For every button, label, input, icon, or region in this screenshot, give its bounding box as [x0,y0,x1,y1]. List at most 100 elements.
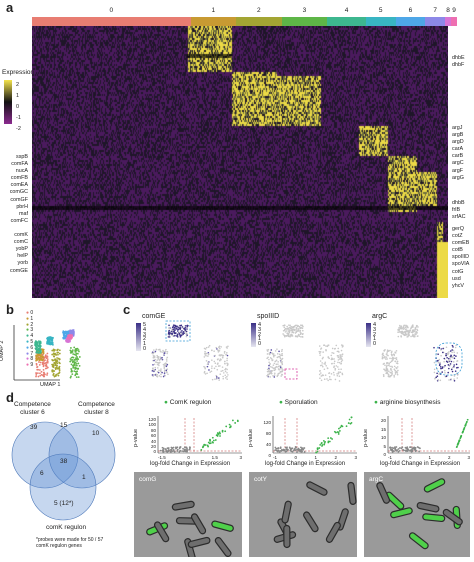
umap-point [38,364,41,366]
umap-point [46,352,49,355]
feature-point [162,349,164,352]
left-gene-list: sspB comFA nucA comFB comEA comGC comGF … [9,154,28,274]
feature-point [386,369,388,372]
feature-point [325,364,328,367]
tick: 80 [150,427,156,433]
volcano-point [418,450,420,453]
cluster-label: 2 [257,7,261,14]
tick: 2 [334,455,337,460]
feature-point [226,368,228,371]
feature-point [394,352,397,354]
feature-point [391,370,393,373]
volcano-point [347,422,350,424]
feature-point [186,324,189,327]
feature-point [205,346,208,349]
legend-label: 0 [29,310,34,316]
feature-point [340,349,343,352]
feature-point [391,350,393,353]
umap-point [36,344,39,347]
feature-color-legend [251,323,256,347]
feature-point [206,372,208,375]
feature-point [386,372,389,375]
volcano-point [212,439,215,442]
feature-point [400,327,403,330]
feature-point [404,328,407,331]
cluster-bar-segment [451,17,457,26]
feature-point [324,374,327,376]
feature-point [433,368,436,371]
feature-point [175,327,178,330]
feature-point [218,379,220,381]
umap-point [56,359,58,361]
umap-point [76,370,79,373]
umap-point [69,331,72,334]
feature-point [401,330,404,333]
feature-point [282,324,284,327]
volcano-point [204,444,207,446]
volcano-point [300,448,303,451]
venn-circle-cluster8 [48,421,116,489]
feature-point [288,324,290,326]
feature-point [174,329,176,332]
feature-point [168,324,170,327]
feature-point [335,344,338,347]
feature-point [402,326,405,329]
umap-point [70,370,73,373]
feature-point [386,350,389,353]
feature-point [337,355,339,357]
umap-point [71,349,74,352]
feature-point [438,358,441,361]
umap-point [77,362,80,365]
feature-point [157,371,160,374]
feature-point [271,369,274,372]
umap-point [77,349,80,351]
volcano-point [322,439,325,442]
umap-legend-item: ● 4 [26,333,33,340]
feature-point [278,350,280,353]
volcano-point [394,447,397,450]
feature-point [277,368,280,370]
feature-point [267,373,269,376]
feature-point [454,370,457,372]
feature-point [300,336,302,338]
feature-point [158,369,160,372]
feature-point [286,332,289,335]
feature-point [279,357,282,360]
feature-point [390,351,393,354]
umap-point [78,356,81,358]
feature-point [161,371,163,374]
feature-point [441,351,444,354]
feature-point [177,328,180,330]
feature-point [405,334,407,337]
feature-point [334,378,337,381]
tick: 60 [150,433,156,439]
tick: 0 [408,455,412,460]
feature-point [153,359,155,362]
feature-point [383,350,386,352]
feature-point [443,369,446,372]
feature-point [277,374,279,376]
feature-point [390,353,393,356]
legend-dot: ● [26,315,30,322]
feature-point [159,350,162,353]
feature-point [289,336,291,338]
umap-point [48,341,51,344]
bacterial-cell [283,524,291,549]
feature-point [279,370,282,373]
volcano-point [461,430,464,433]
volcano-y-ticks: 120 100 80 60 40 20 0 [146,417,156,455]
feature-point [415,332,417,334]
bacterial-cell [153,521,170,543]
feature-point [438,364,441,367]
feature-point [175,332,177,334]
volcano-point [172,449,175,451]
feature-point [152,364,154,366]
volcano-point [338,427,340,430]
feature-point [386,368,388,371]
tick: 0 [294,455,297,460]
volcano-y-label: p-value [133,428,139,447]
feature-point [340,360,343,363]
feature-point [433,346,435,349]
tick: 0 [187,455,190,460]
umap-point [70,368,73,370]
